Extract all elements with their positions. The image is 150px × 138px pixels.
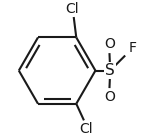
Text: Cl: Cl	[80, 122, 93, 136]
Text: S: S	[105, 63, 115, 78]
Text: Cl: Cl	[66, 2, 79, 16]
Text: F: F	[128, 41, 136, 55]
Text: O: O	[104, 90, 115, 104]
Text: O: O	[104, 37, 115, 51]
